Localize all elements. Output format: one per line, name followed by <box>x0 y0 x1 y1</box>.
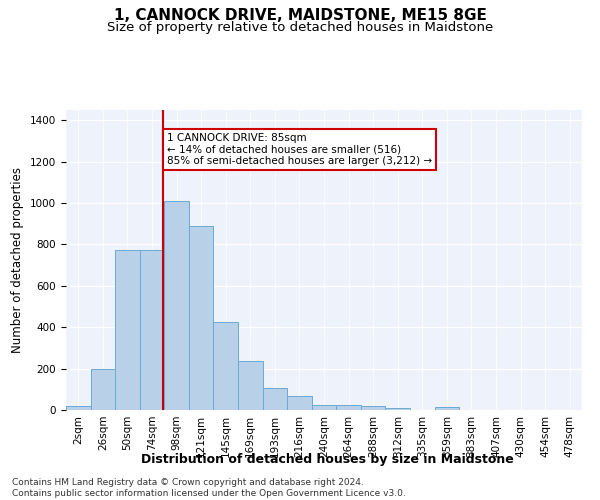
Bar <box>312 405 336 410</box>
Bar <box>238 362 263 410</box>
Bar <box>115 250 140 410</box>
Text: Size of property relative to detached houses in Maidstone: Size of property relative to detached ho… <box>107 21 493 34</box>
Bar <box>287 396 312 410</box>
Text: Distribution of detached houses by size in Maidstone: Distribution of detached houses by size … <box>140 452 514 466</box>
Bar <box>66 406 91 410</box>
Bar <box>336 405 361 410</box>
Bar <box>385 408 410 410</box>
Bar <box>263 388 287 410</box>
Bar <box>361 406 385 410</box>
Bar <box>164 201 189 410</box>
Bar <box>91 368 115 410</box>
Bar <box>214 322 238 410</box>
Text: 1, CANNOCK DRIVE, MAIDSTONE, ME15 8GE: 1, CANNOCK DRIVE, MAIDSTONE, ME15 8GE <box>113 8 487 22</box>
Y-axis label: Number of detached properties: Number of detached properties <box>11 167 25 353</box>
Text: 1 CANNOCK DRIVE: 85sqm
← 14% of detached houses are smaller (516)
85% of semi-de: 1 CANNOCK DRIVE: 85sqm ← 14% of detached… <box>167 133 432 166</box>
Bar <box>140 250 164 410</box>
Bar <box>189 226 214 410</box>
Bar <box>434 407 459 410</box>
Text: Contains HM Land Registry data © Crown copyright and database right 2024.
Contai: Contains HM Land Registry data © Crown c… <box>12 478 406 498</box>
